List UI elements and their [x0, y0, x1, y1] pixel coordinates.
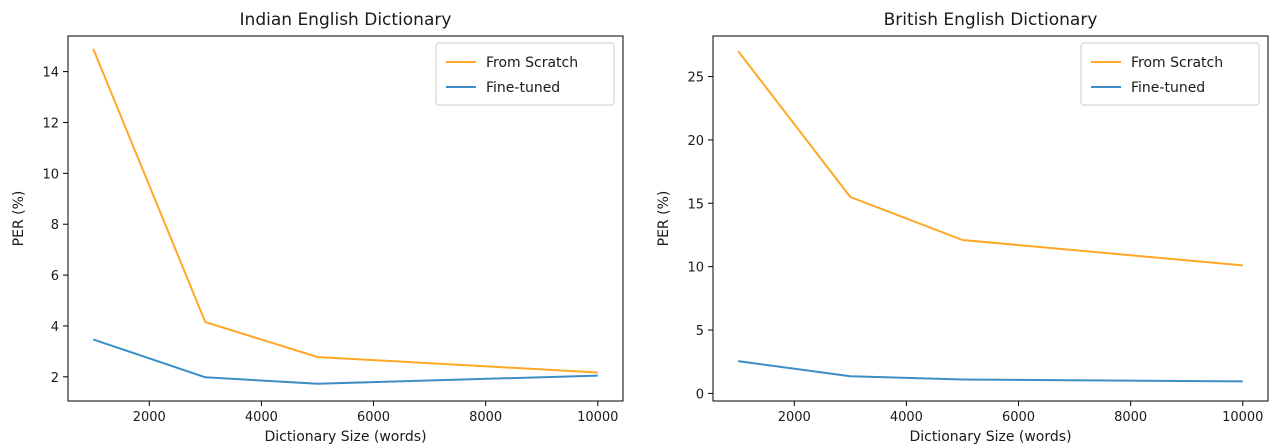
y-tick-label: 20 [687, 134, 704, 149]
x-axis-label: Dictionary Size (words) [264, 429, 426, 445]
y-tick-label: 15 [687, 197, 704, 212]
x-tick-label: 10000 [1222, 410, 1263, 425]
chart-title: Indian English Dictionary [240, 10, 452, 30]
chart-panel-2: British English Dictionary 2000 4000 6000 80… [656, 10, 1269, 445]
y-axis-label: PER (%) [656, 191, 672, 247]
y-tick-label: 4 [51, 320, 59, 335]
y-tick-label: 5 [696, 324, 704, 339]
chart-title: British English Dictionary [884, 10, 1098, 30]
y-axis-label: PER (%) [11, 191, 27, 247]
x-tick-label: 6000 [1002, 410, 1035, 425]
y-tick-label: 10 [687, 261, 704, 276]
legend-label: Fine-tuned [1131, 80, 1205, 96]
x-tick-label: 8000 [469, 410, 502, 425]
series-line-fine-tuned [92, 338, 598, 385]
legend-label: From Scratch [1131, 55, 1223, 71]
legend-label: From Scratch [486, 55, 578, 71]
axes-frame [712, 35, 1269, 402]
x-tick-label: 2000 [133, 410, 166, 425]
y-tick-label: 6 [51, 269, 59, 284]
x-axis-label: Dictionary Size (words) [909, 429, 1071, 445]
y-tick-label: 10 [42, 167, 59, 182]
legend-box [435, 42, 615, 106]
axes-frame [67, 35, 624, 402]
x-tick-label: 2000 [778, 410, 811, 425]
y-tick-label: 0 [696, 387, 704, 402]
y-tick-label: 2 [51, 371, 59, 386]
series-line-from-scratch [92, 48, 598, 374]
y-tick-label: 14 [42, 66, 59, 81]
x-tick-label: 8000 [1114, 410, 1147, 425]
x-tick-label: 6000 [357, 410, 390, 425]
legend-box [1080, 42, 1260, 106]
y-tick-label: 8 [51, 218, 59, 233]
x-tick-label: 4000 [245, 410, 278, 425]
series-line-from-scratch [737, 50, 1243, 267]
series-line-fine-tuned [738, 360, 1243, 383]
x-tick-label: 10000 [577, 410, 618, 425]
y-tick-label: 25 [687, 71, 704, 86]
chart-panel-1: Indian English Dictionary 2000 4000 6000 800… [11, 10, 624, 445]
legend-label: Fine-tuned [486, 80, 560, 96]
y-tick-label: 12 [42, 116, 59, 131]
x-tick-label: 4000 [890, 410, 923, 425]
